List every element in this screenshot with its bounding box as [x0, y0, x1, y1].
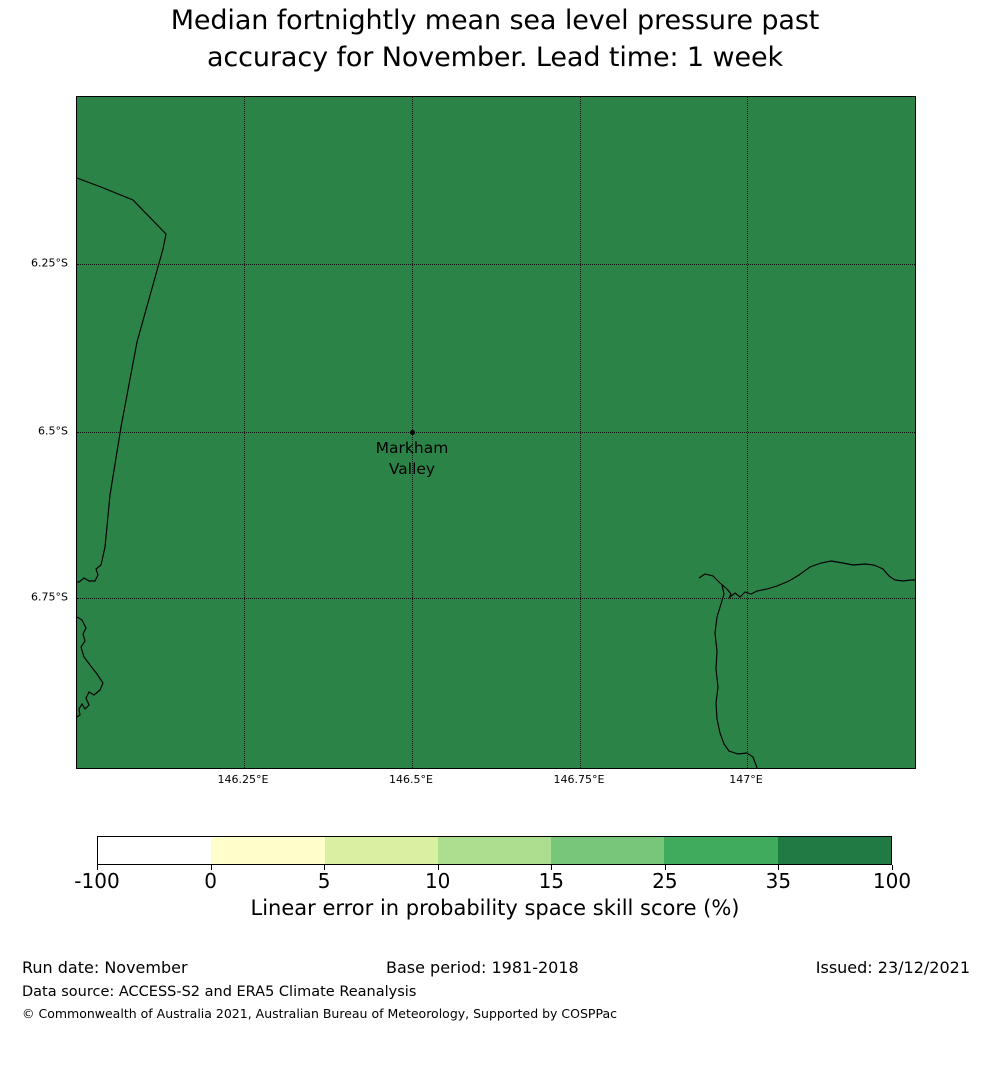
latitude-tick-label: 6.75°S: [31, 590, 68, 604]
page-title: Median fortnightly mean sea level pressu…: [0, 0, 990, 76]
colorbar-tick-label: -100: [74, 869, 120, 893]
location-label-line-2: Valley: [388, 460, 436, 478]
colorbar-ticks: -100 0 5 10 15 25 35 100: [74, 865, 911, 895]
colorbar-axis-label: Linear error in probability space skill …: [250, 896, 740, 920]
map-canvas: Markham Valley: [77, 97, 915, 768]
page-title-line-2: accuracy for November. Lead time: 1 week: [206, 42, 784, 73]
longitude-tick-label: 146.5°E: [389, 773, 433, 786]
footer: Run date: November Base period: 1981-201…: [0, 958, 990, 1028]
gridline-latitude: [77, 432, 915, 433]
gridline-latitude: [77, 264, 915, 265]
colorbar-tick-mark: [551, 865, 553, 870]
data-source-text: Data source: ACCESS-S2 and ERA5 Climate …: [22, 984, 417, 1000]
colorbar-tick-mark: [97, 865, 98, 870]
page-title-line-1: Median fortnightly mean sea level pressu…: [170, 5, 820, 36]
latitude-tick-label: 6.5°S: [38, 424, 68, 438]
gridline-latitude: [77, 598, 915, 599]
gridline-longitude: [244, 97, 245, 768]
colorbar-tick-label: 25: [652, 869, 678, 893]
issued-date-text: Issued: 23/12/2021: [815, 958, 970, 977]
longitude-tick-label: 146.75°E: [553, 773, 605, 786]
gridline-longitude: [580, 97, 581, 768]
colorbar: -100 0 5 10 15 25 35 100: [74, 836, 911, 893]
colorbar-segment: [324, 837, 438, 864]
longitude-axis: 146.25°E 146.5°E 146.75°E 147°E: [76, 773, 914, 789]
colorbar-tick-label: 0: [204, 869, 217, 893]
copyright-text: © Commonwealth of Australia 2021, Austra…: [22, 1006, 617, 1021]
colorbar-segment: [437, 837, 552, 864]
coastline-layer: [77, 177, 915, 768]
colorbar-swatches: [97, 836, 892, 865]
colorbar-tick-mark: [210, 865, 212, 870]
colorbar-tick-label: 15: [538, 869, 565, 893]
gridline-longitude: [747, 97, 748, 768]
colorbar-tick-mark: [324, 865, 326, 870]
colorbar-segment: [98, 837, 212, 864]
latitude-axis: 6.25°S 6.5°S 6.75°S: [0, 96, 68, 767]
run-date-text: Run date: November: [22, 958, 188, 977]
colorbar-tick-label: 100: [872, 869, 912, 893]
colorbar-tick-mark: [778, 865, 780, 870]
footer-metadata-row: Run date: November Base period: 1981-201…: [0, 958, 990, 980]
base-period-text: Base period: 1981-2018: [386, 958, 579, 977]
colorbar-tick-label: 35: [765, 869, 792, 893]
longitude-tick-label: 146.25°E: [217, 773, 269, 786]
latitude-tick-label: 6.25°S: [31, 256, 68, 270]
colorbar-tick-mark: [437, 865, 439, 870]
map-plot-area[interactable]: Markham Valley: [76, 96, 916, 769]
colorbar-tick-mark: [664, 865, 666, 870]
colorbar-tick-label: 5: [317, 869, 331, 893]
colorbar-segment: [551, 837, 665, 864]
colorbar-segment: [664, 837, 778, 864]
colorbar-segment: [777, 837, 891, 864]
location-label-markham-valley: Markham Valley: [376, 438, 449, 480]
colorbar-tick-label: 10: [424, 869, 451, 893]
location-marker-markham-valley[interactable]: [410, 430, 415, 435]
colorbar-segment: [211, 837, 325, 864]
longitude-tick-label: 147°E: [729, 773, 763, 786]
location-label-line-1: Markham: [375, 439, 449, 457]
colorbar-tick-mark: [892, 865, 893, 870]
